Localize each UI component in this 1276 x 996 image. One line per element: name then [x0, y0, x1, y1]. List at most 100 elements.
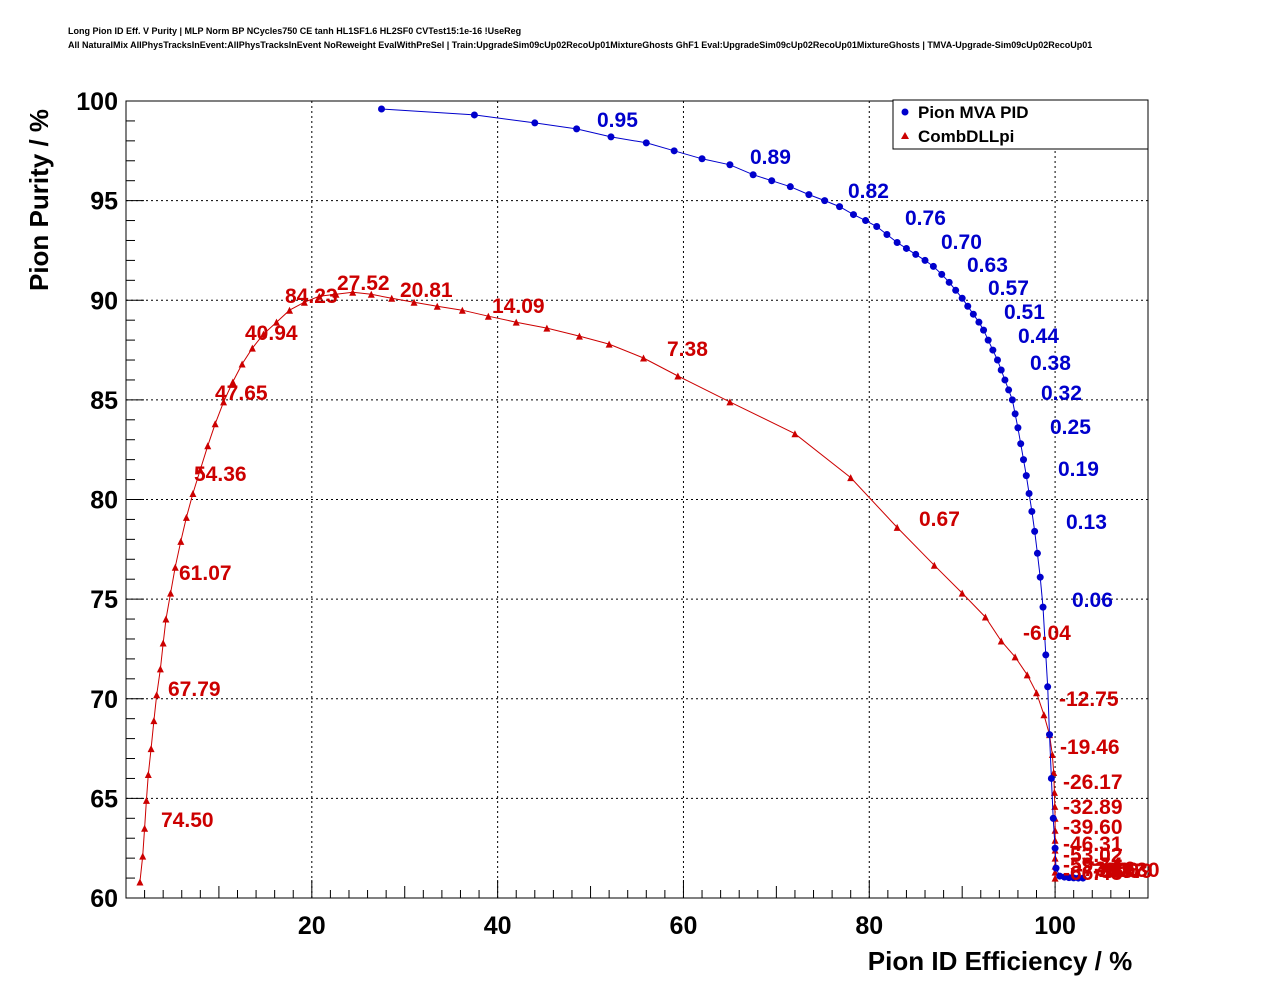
pion-mva-pid-label: 0.32: [1041, 382, 1082, 405]
pion-mva-pid-point: [726, 161, 734, 169]
pion-mva-pid-point: [1033, 549, 1041, 557]
series-pion-mva-pid: [378, 105, 1087, 882]
combdllpi-point: [410, 298, 418, 306]
combdllpi-point: [1051, 826, 1059, 834]
combdllpi-point: [171, 563, 179, 571]
combdllpi-label: 61.07: [179, 562, 232, 585]
pion-mva-pid-point: [958, 294, 966, 302]
x-tick-label: 60: [670, 912, 698, 940]
legend-marker-pion-mva-pid: [901, 108, 909, 116]
combdllpi-point: [238, 360, 246, 368]
legend-box: [892, 99, 1149, 150]
pion-mva-pid-point: [952, 286, 960, 294]
pion-mva-pid-point: [1014, 424, 1022, 432]
combdllpi-point: [1051, 874, 1059, 882]
combdllpi-point: [930, 561, 938, 569]
combdllpi-point: [349, 288, 357, 296]
pion-mva-pid-point: [964, 302, 972, 310]
combdllpi-label: -6.04: [1023, 622, 1071, 645]
combdllpi-label: -19.46: [1060, 736, 1120, 759]
combdllpi-point: [286, 306, 294, 314]
pion-mva-pid-label: 0.57: [988, 277, 1029, 300]
pion-mva-pid-point: [670, 147, 678, 155]
grid-lines: [126, 101, 1148, 898]
pion-mva-pid-label: 0.25: [1050, 416, 1091, 439]
pion-mva-pid-point: [1042, 651, 1050, 659]
combdllpi-point: [605, 340, 613, 348]
chart-title-line-2: All NaturalMix AllPhysTracksInEvent:AllP…: [68, 40, 1093, 50]
combdllpi-point: [484, 312, 492, 320]
y-tick-label: 90: [90, 287, 118, 315]
combdllpi-point: [997, 637, 1005, 645]
combdllpi-point: [575, 332, 583, 340]
combdllpi-point: [1023, 671, 1031, 679]
axis-ticks: 20 40 60 80 100 60 65 70 75 80 85 90 95 100: [76, 88, 1149, 940]
combdllpi-point: [177, 537, 185, 545]
legend-label-combdllpi: CombDLLpi: [918, 127, 1014, 146]
combdllpi-point: [1051, 868, 1059, 876]
pion-mva-pid-point: [873, 223, 881, 231]
combdllpi-point: [260, 330, 268, 338]
pion-mva-pid-point: [821, 197, 829, 205]
combdllpi-point: [332, 290, 340, 298]
pion-mva-pid-point: [1079, 874, 1087, 882]
y-tick-label: 100: [76, 88, 118, 116]
combdllpi-point: [543, 324, 551, 332]
combdllpi-label: -46.31: [1063, 833, 1123, 856]
combdllpi-point: [847, 474, 855, 482]
combdllpi-label: -39.60: [1063, 816, 1123, 839]
combdllpi-point: [726, 398, 734, 406]
legend: Pion MVA PID CombDLLpi: [892, 99, 1149, 150]
combdllpi-label: -73.16: [1076, 858, 1136, 881]
y-tick-label: 75: [90, 586, 118, 614]
pion-mva-pid-point: [969, 310, 977, 318]
pion-mva-pid-point: [1044, 683, 1052, 691]
pion-mva-pid-point: [929, 262, 937, 270]
pion-mva-pid-point: [1005, 386, 1013, 394]
x-tick-label: 100: [1034, 912, 1076, 940]
combdllpi-point: [153, 691, 161, 699]
pion-mva-pid-point: [912, 250, 920, 258]
pion-mva-pid-point: [573, 125, 581, 133]
combdllpi-label: -12.75: [1059, 688, 1119, 711]
combdllpi-point: [229, 378, 237, 386]
pion-mva-pid-point: [849, 211, 857, 219]
pion-mva-pid-label: 0.89: [750, 146, 791, 169]
combdllpi-point: [1033, 689, 1041, 697]
combdllpi-label: -79.87: [1085, 860, 1145, 883]
pion-mva-pid-point: [1011, 410, 1019, 418]
pion-mva-pid-point: [768, 177, 776, 185]
pion-mva-pid-point: [1036, 573, 1044, 581]
pion-mva-pid-point: [893, 238, 901, 246]
y-tick-label: 85: [90, 387, 118, 415]
y-tick-label: 95: [90, 188, 118, 216]
pion-mva-pid-point: [1051, 844, 1059, 852]
pion-mva-pid-point: [749, 171, 757, 179]
pion-mva-pid-label: 0.13: [1066, 511, 1107, 534]
combdllpi-label: -100: [1097, 859, 1139, 882]
pion-mva-pid-point: [1028, 507, 1036, 515]
pion-mva-pid-point: [1049, 814, 1057, 822]
combdllpi-point: [458, 306, 466, 314]
combdllpi-point: [220, 398, 228, 406]
pion-mva-pid-point: [786, 183, 794, 191]
combdllpi-point: [189, 490, 197, 498]
combdllpi-label: 84.23: [285, 285, 338, 308]
y-tick-label: 60: [90, 885, 118, 913]
pion-mva-pid-point: [902, 244, 910, 252]
combdllpi-point: [388, 294, 396, 302]
pion-mva-pid-label: 0.38: [1030, 352, 1071, 375]
combdllpi-point: [141, 824, 149, 832]
combdllpi-point: [1011, 653, 1019, 661]
combdllpi-point: [981, 613, 989, 621]
combdllpi-point: [674, 372, 682, 380]
combdllpi-point: [159, 639, 167, 647]
pion-mva-pid-point: [1025, 490, 1033, 498]
pion-mva-pid-label: 0.51: [1004, 301, 1045, 324]
pion-mva-pid-label: 0.06: [1072, 589, 1113, 612]
combdllpi-point: [144, 770, 152, 778]
combdllpi-label: 20.81: [400, 279, 453, 302]
combdllpi-point: [1050, 768, 1058, 776]
pion-mva-pid-point: [1017, 440, 1025, 448]
